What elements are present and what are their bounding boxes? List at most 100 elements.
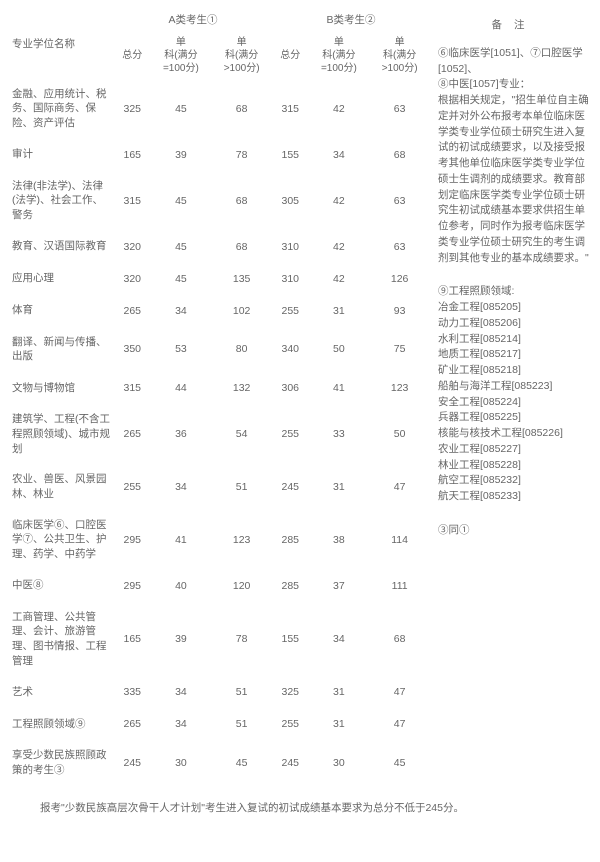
cell: 265 [114, 708, 151, 740]
cell: 37 [309, 570, 370, 602]
row-label: 文物与博物馆 [10, 372, 114, 404]
table-row: 工程照顾领域⑨26534512553147 [10, 708, 430, 740]
table-row: 应用心理3204513531042126 [10, 263, 430, 295]
b-zongfen-header: 总分 [272, 32, 309, 79]
cell: 132 [211, 372, 272, 404]
cell: 135 [211, 263, 272, 295]
cell: 45 [151, 231, 212, 263]
table-row: 农业、兽医、风景园林、林业25534512453147 [10, 464, 430, 509]
cell: 78 [211, 139, 272, 171]
cell: 42 [309, 263, 370, 295]
cell: 305 [272, 171, 309, 231]
cell: 41 [309, 372, 370, 404]
cell: 310 [272, 263, 309, 295]
cell: 63 [369, 79, 430, 139]
cell: 45 [151, 263, 212, 295]
a-zongfen-header: 总分 [114, 32, 151, 79]
cell: 34 [151, 708, 212, 740]
cell: 120 [211, 570, 272, 602]
cell: 63 [369, 231, 430, 263]
cell: 31 [309, 464, 370, 509]
note-line: 冶金工程[085205] [438, 300, 590, 316]
a-danke2-header: 单科(满分>100分) [211, 32, 272, 79]
cell: 45 [151, 171, 212, 231]
cell: 42 [309, 171, 370, 231]
a-danke1-header: 单科(满分=100分) [151, 32, 212, 79]
cell: 51 [211, 464, 272, 509]
cell: 245 [114, 740, 151, 785]
table-row: 法律(非法学)、法律(法学)、社会工作、警务31545683054263 [10, 171, 430, 231]
table-row: 建筑学、工程(不含工程照顾领域)、城市规划26536542553350 [10, 404, 430, 464]
cell: 111 [369, 570, 430, 602]
cell: 36 [151, 404, 212, 464]
cell: 50 [309, 327, 370, 372]
cell: 155 [272, 602, 309, 677]
cell: 295 [114, 570, 151, 602]
row-label: 教育、汉语国际教育 [10, 231, 114, 263]
note-tong: ③同① [438, 523, 590, 539]
cell: 45 [369, 740, 430, 785]
row-label: 应用心理 [10, 263, 114, 295]
cell: 34 [151, 676, 212, 708]
note-line: 地质工程[085217] [438, 347, 590, 363]
table-row: 金融、应用统计、税务、国际商务、保险、资产评估32545683154263 [10, 79, 430, 139]
cell: 335 [114, 676, 151, 708]
group-a-header: A类考生① [114, 10, 272, 32]
col-major-header: 专业学位名称 [10, 10, 114, 79]
cell: 255 [272, 295, 309, 327]
cell: 265 [114, 404, 151, 464]
table-row: 体育265341022553193 [10, 295, 430, 327]
cell: 45 [151, 79, 212, 139]
cell: 47 [369, 464, 430, 509]
cell: 68 [211, 171, 272, 231]
row-label: 中医⑧ [10, 570, 114, 602]
note-line: 矿业工程[085218] [438, 363, 590, 379]
cell: 165 [114, 602, 151, 677]
b-danke2-header: 单科(满分>100分) [369, 32, 430, 79]
cell: 47 [369, 676, 430, 708]
row-label: 临床医学⑥、口腔医学⑦、公共卫生、护理、药学、中药学 [10, 510, 114, 570]
cell: 155 [272, 139, 309, 171]
row-label: 艺术 [10, 676, 114, 708]
cell: 165 [114, 139, 151, 171]
cell: 31 [309, 708, 370, 740]
table-row: 教育、汉语国际教育32045683104263 [10, 231, 430, 263]
row-label: 翻译、新闻与传播、出版 [10, 327, 114, 372]
group-b-header: B类考生② [272, 10, 430, 32]
cell: 68 [211, 231, 272, 263]
cell: 350 [114, 327, 151, 372]
row-label: 建筑学、工程(不含工程照顾领域)、城市规划 [10, 404, 114, 464]
table-row: 艺术33534513253147 [10, 676, 430, 708]
cell: 320 [114, 231, 151, 263]
cell: 45 [211, 740, 272, 785]
note-line: 船舶与海洋工程[085223] [438, 379, 590, 395]
table-row: 享受少数民族照顾政策的考生③24530452453045 [10, 740, 430, 785]
cell: 285 [272, 570, 309, 602]
cell: 50 [369, 404, 430, 464]
cell: 42 [309, 231, 370, 263]
cell: 31 [309, 295, 370, 327]
cell: 31 [309, 676, 370, 708]
cell: 38 [309, 510, 370, 570]
note-clinical: ⑥临床医学[1051]、⑦口腔医学[1052]、 ⑧中医[1057]专业： 根据… [438, 46, 590, 267]
cell: 310 [272, 231, 309, 263]
cell: 325 [114, 79, 151, 139]
cell: 255 [272, 708, 309, 740]
cell: 102 [211, 295, 272, 327]
row-label: 法律(非法学)、法律(法学)、社会工作、警务 [10, 171, 114, 231]
cell: 315 [114, 372, 151, 404]
cell: 325 [272, 676, 309, 708]
cell: 47 [369, 708, 430, 740]
cell: 34 [309, 602, 370, 677]
cell: 126 [369, 263, 430, 295]
cell: 75 [369, 327, 430, 372]
cell: 255 [272, 404, 309, 464]
row-label: 工程照顾领域⑨ [10, 708, 114, 740]
cell: 285 [272, 510, 309, 570]
cell: 53 [151, 327, 212, 372]
table-row: 临床医学⑥、口腔医学⑦、公共卫生、护理、药学、中药学29541123285381… [10, 510, 430, 570]
table-row: 审计16539781553468 [10, 139, 430, 171]
note-line: 安全工程[085224] [438, 395, 590, 411]
cell: 123 [369, 372, 430, 404]
cell: 315 [272, 79, 309, 139]
